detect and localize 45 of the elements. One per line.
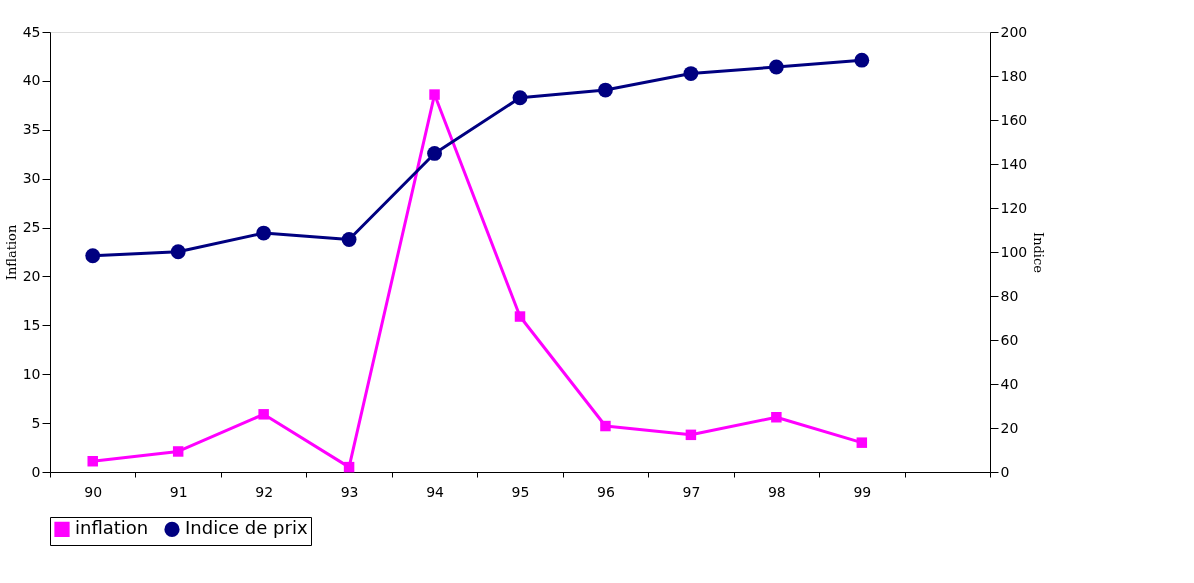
y-axis-title: Inflation bbox=[3, 224, 19, 281]
x-tick-label: 91 bbox=[169, 483, 188, 500]
y2-tick-label: 180 bbox=[1000, 67, 1028, 84]
y2-tick-label: 160 bbox=[1000, 111, 1028, 128]
x-tick-label: 97 bbox=[682, 483, 701, 500]
y-tick-label: 35 bbox=[22, 121, 41, 138]
legend-label: inflation bbox=[75, 517, 149, 539]
y-tick-label: 45 bbox=[22, 23, 41, 40]
y-tick-label: 0 bbox=[31, 463, 41, 480]
y-tick-label: 15 bbox=[22, 316, 41, 333]
y2-tick-label: 20 bbox=[1000, 419, 1019, 436]
y2-tick-label: 140 bbox=[1000, 155, 1028, 172]
y2-tick-label: 0 bbox=[1000, 463, 1010, 480]
y2-tick-label: 60 bbox=[1000, 331, 1019, 348]
point bbox=[256, 225, 272, 241]
x-tick-label: 95 bbox=[511, 483, 530, 500]
x-tick-label: 96 bbox=[597, 483, 615, 500]
point bbox=[85, 248, 101, 264]
point bbox=[854, 52, 870, 68]
y2-axis-title: Indice bbox=[1031, 232, 1047, 274]
y-tick-label: 10 bbox=[22, 365, 41, 382]
point bbox=[768, 59, 784, 75]
point bbox=[598, 82, 613, 98]
y2-tick-label: 40 bbox=[1000, 375, 1019, 392]
point bbox=[683, 66, 699, 81]
y2-tick-label: 100 bbox=[1000, 243, 1028, 260]
x-tick-label: 93 bbox=[340, 483, 359, 500]
point bbox=[512, 90, 528, 106]
x-tick-label: 98 bbox=[767, 483, 786, 500]
y-tick-label: 30 bbox=[22, 170, 41, 187]
x-tick-label: 99 bbox=[853, 483, 872, 500]
y2-tick-label: 120 bbox=[1000, 199, 1028, 216]
y2-tick-label: 80 bbox=[1000, 287, 1019, 304]
y-tick-label: 20 bbox=[22, 267, 41, 284]
legend-label: Indice de prix bbox=[185, 517, 308, 539]
point bbox=[170, 244, 186, 260]
y2-tick-label: 200 bbox=[1000, 23, 1028, 40]
y-tick-label: 25 bbox=[22, 219, 41, 236]
x-tick-label: 94 bbox=[426, 483, 445, 500]
point bbox=[427, 146, 442, 161]
y-tick-label: 40 bbox=[22, 72, 41, 89]
y-tick-label: 5 bbox=[31, 414, 41, 431]
x-tick-label: 90 bbox=[84, 483, 103, 500]
x-tick-label: 92 bbox=[255, 483, 274, 500]
point bbox=[341, 232, 357, 247]
